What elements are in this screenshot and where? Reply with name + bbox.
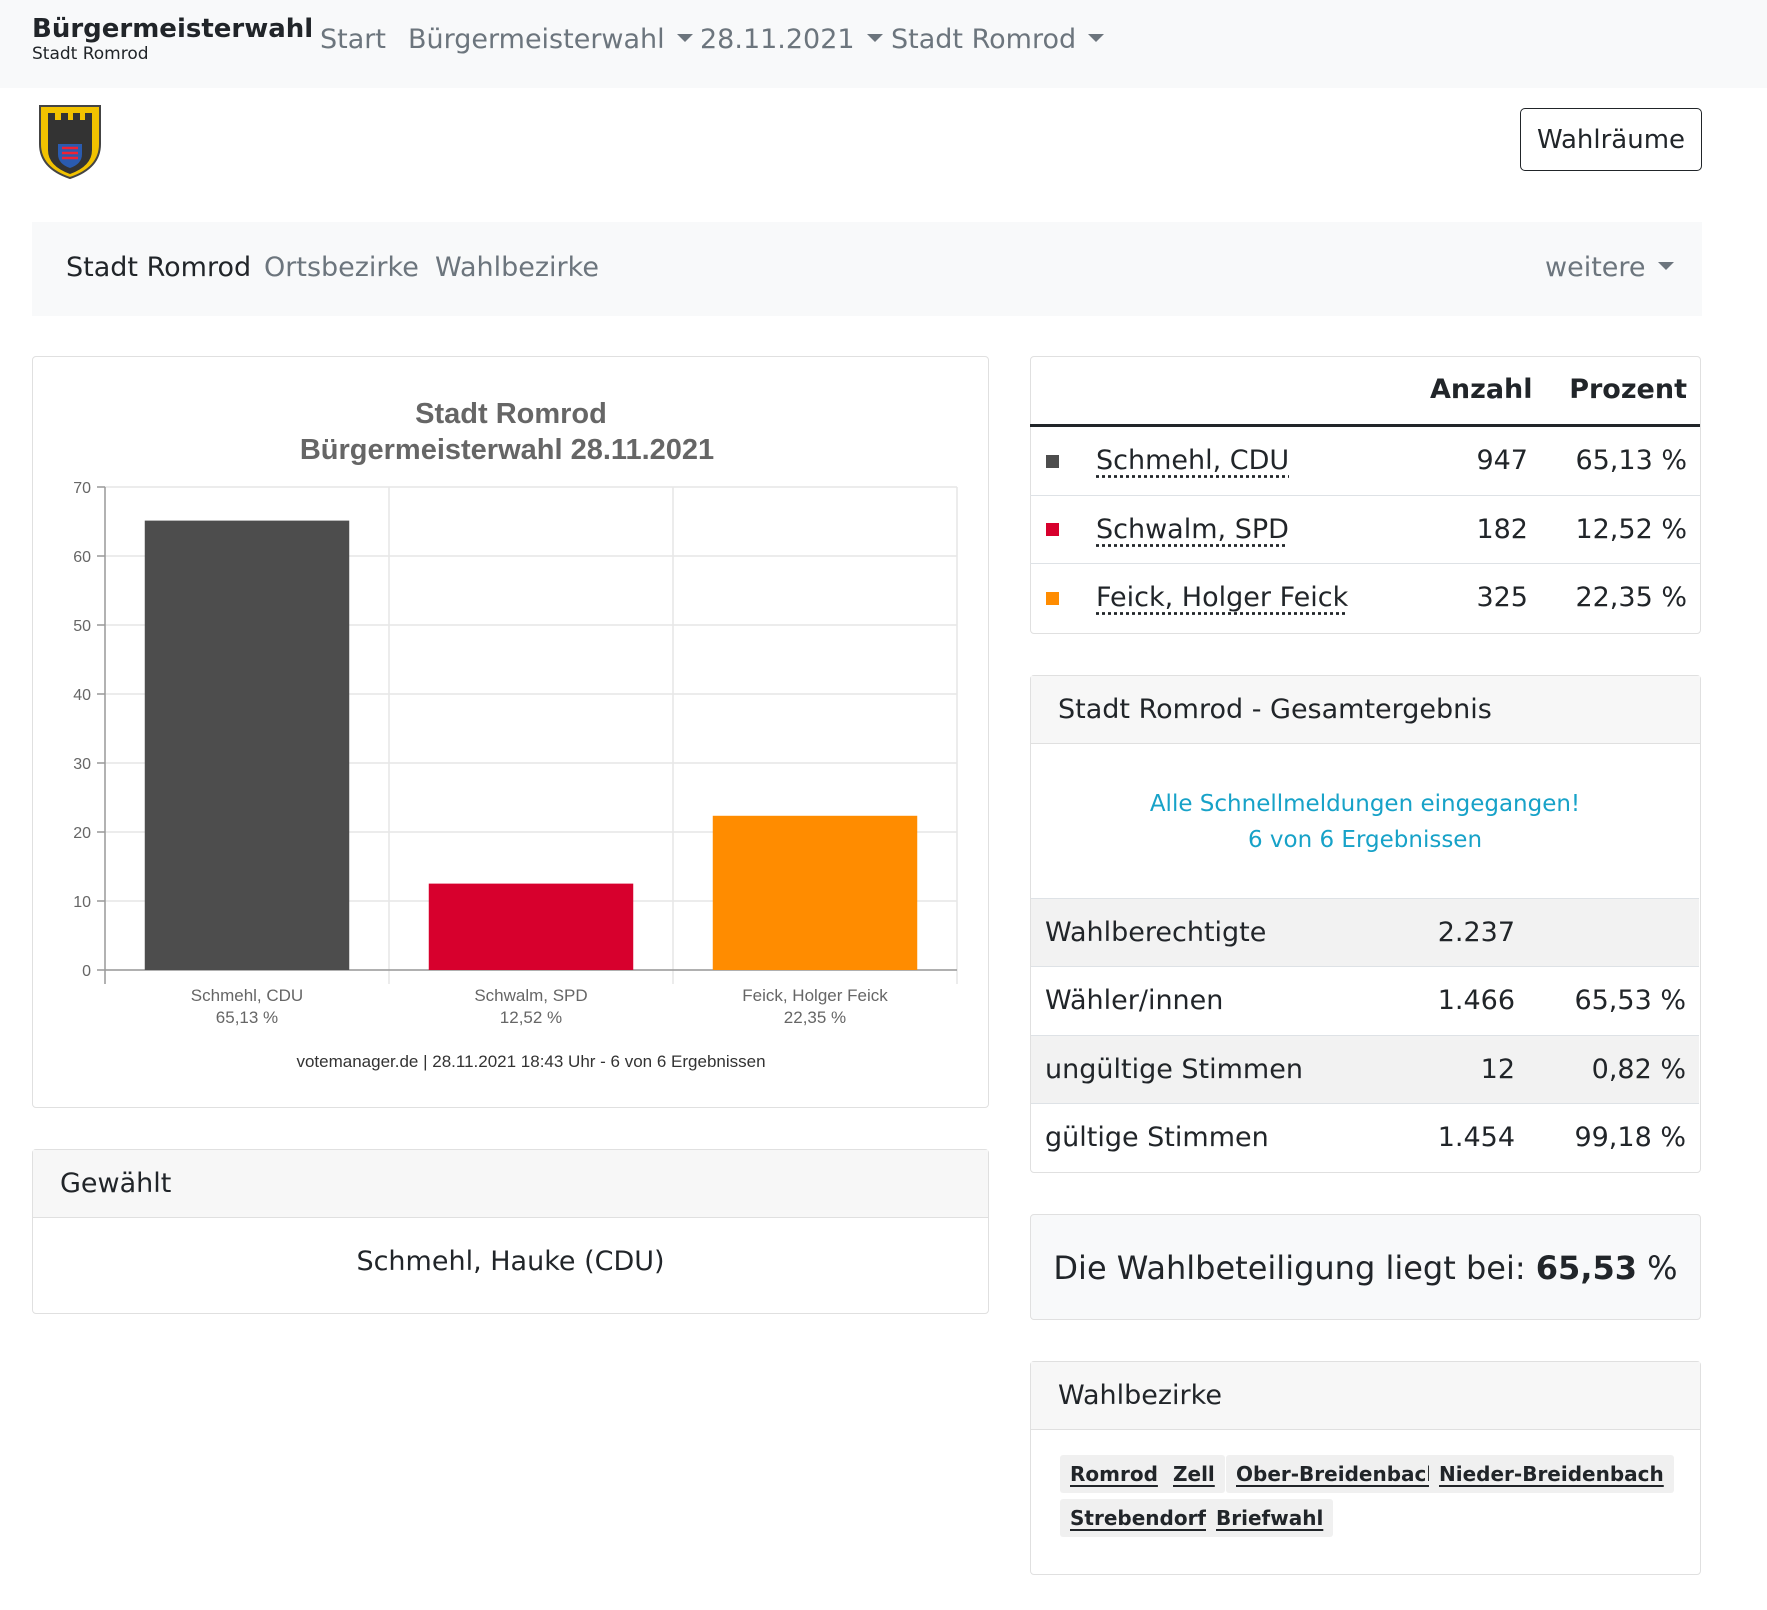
column-header-count: Anzahl [1430,374,1533,405]
candidate-link[interactable]: Schwalm, SPD [1096,514,1289,545]
caret-down-icon [866,33,883,42]
caret-down-icon [676,33,693,42]
turnout-prefix: Die Wahlbeteiligung liegt bei: [1053,1249,1536,1287]
turnout-banner: Die Wahlbeteiligung liegt bei: 65,53 % [1030,1214,1701,1320]
stat-value: 1.466 [1437,985,1515,1016]
nav-date-dropdown[interactable]: 28.11.2021 [700,22,883,58]
results-bar-chart: Stadt Romrod Bürgermeisterwahl 28.11.2021… [73,398,958,1071]
chart-card: Stadt Romrod Bürgermeisterwahl 28.11.2021… [32,356,989,1108]
data-label: 12,52 % [500,1008,562,1027]
brand-title: Bürgermeisterwahl [32,14,314,44]
nav-area-dropdown[interactable]: Stadt Romrod [891,22,1105,58]
stat-value: 12 [1480,1054,1515,1085]
chart-title: Stadt Romrod [415,398,607,430]
stat-value: 2.237 [1437,917,1515,948]
district-link-nieder-breidenbach[interactable]: Nieder-Breidenbach [1429,1455,1674,1493]
data-label: 22,35 % [784,1008,846,1027]
district-link-zell[interactable]: Zell [1163,1455,1225,1493]
bar [144,520,350,970]
candidate-link[interactable]: Schmehl, CDU [1096,445,1290,476]
brand-subtitle: Stadt Romrod [32,44,149,64]
district-link-briefwahl[interactable]: Briefwahl [1206,1499,1334,1537]
chart-subtitle: Bürgermeisterwahl 28.11.2021 [300,434,714,466]
x-tick-label: Schmehl, CDU [191,986,303,1005]
stat-label: Wähler/innen [1045,985,1224,1016]
x-tick-label: Feick, Holger Feick [742,986,888,1005]
district-link-strebendorf[interactable]: Strebendorf [1060,1499,1217,1537]
subnav-item-ortsbezirke[interactable]: Ortsbezirke [264,252,419,283]
candidate-percent: 65,13 % [1575,445,1687,476]
table-row: Wähler/innen 1.466 65,53 % [1031,966,1699,1034]
caret-down-icon [1088,33,1105,42]
y-tick-label: 50 [73,618,91,635]
nav-date-label: 28.11.2021 [700,24,855,55]
candidate-percent: 22,35 % [1575,582,1687,613]
turnout-suffix: % [1637,1249,1678,1287]
y-tick-label: 30 [73,756,91,773]
table-header-divider [1030,424,1700,427]
top-navbar: Bürgermeisterwahl Stadt Romrod Start Bür… [0,0,1767,88]
polling-stations-button[interactable]: Wahlräume [1520,108,1702,171]
subnav-item-wahlbezirke[interactable]: Wahlbezirke [435,252,599,283]
candidate-percent: 12,52 % [1575,514,1687,545]
district-link-romrod[interactable]: Romrod [1060,1455,1168,1493]
legend-swatch [1046,523,1059,536]
y-tick-label: 20 [73,825,91,842]
candidate-link[interactable]: Feick, Holger Feick [1096,582,1349,613]
candidate-count: 325 [1476,582,1528,613]
subnav-item-stadt[interactable]: Stadt Romrod [66,252,252,283]
districts-header: Wahlbezirke [1031,1362,1700,1430]
data-label: 65,13 % [216,1008,278,1027]
table-row: ungültige Stimmen 12 0,82 % [1031,1035,1699,1103]
subnav-more-label: weitere [1545,252,1646,283]
district-link-ober-breidenbach[interactable]: Ober-Breidenbach [1226,1455,1451,1493]
table-row: Wahlberechtigte 2.237 [1031,898,1699,966]
y-tick-label: 40 [73,687,91,704]
stat-label: Wahlberechtigte [1045,917,1267,948]
candidate-count: 182 [1476,514,1528,545]
brand[interactable]: Bürgermeisterwahl Stadt Romrod [32,14,313,64]
nav-start-label: Start [320,24,386,55]
stat-label: gültige Stimmen [1045,1122,1269,1153]
nav-area-label: Stadt Romrod [891,24,1077,55]
candidate-count: 947 [1476,445,1528,476]
overall-result-header: Stadt Romrod - Gesamtergebnis [1031,676,1700,744]
stat-label: ungültige Stimmen [1045,1054,1303,1085]
column-header-percent: Prozent [1569,374,1687,405]
stat-percent: 0,82 % [1591,1054,1686,1085]
reports-status: Alle Schnellmeldungen eingegangen! [1149,791,1581,817]
y-tick-label: 60 [73,549,91,566]
legend-swatch [1046,455,1059,468]
bar [712,815,918,970]
y-tick-label: 10 [73,894,91,911]
table-row: gültige Stimmen 1.454 99,18 % [1031,1103,1699,1171]
coat-of-arms-icon [39,105,101,180]
elected-winner: Schmehl, Hauke (CDU) [356,1246,665,1277]
nav-election-label: Bürgermeisterwahl [408,24,665,55]
area-subnav: Stadt Romrod Ortsbezirke Wahlbezirke wei… [32,222,1702,316]
y-tick-label: 0 [82,963,91,980]
nav-start[interactable]: Start [320,22,386,58]
elected-header: Gewählt [33,1150,988,1218]
row-divider [1030,563,1700,564]
stat-value: 1.454 [1437,1122,1515,1153]
y-tick-label: 70 [73,480,91,497]
chart-footer: votemanager.de | 28.11.2021 18:43 Uhr - … [296,1052,765,1071]
stat-percent: 99,18 % [1574,1122,1686,1153]
stat-percent: 65,53 % [1574,985,1686,1016]
row-divider [1030,495,1700,496]
elected-card: Gewählt Schmehl, Hauke (CDU) [32,1149,989,1314]
legend-swatch [1046,592,1059,605]
caret-down-icon [1657,261,1674,270]
turnout-value: 65,53 [1535,1249,1637,1287]
nav-election-dropdown[interactable]: Bürgermeisterwahl [408,22,693,58]
reports-count: 6 von 6 Ergebnissen [1247,827,1483,853]
bar [428,883,634,970]
x-tick-label: Schwalm, SPD [474,986,587,1005]
subnav-more-dropdown[interactable]: weitere [1545,250,1674,286]
